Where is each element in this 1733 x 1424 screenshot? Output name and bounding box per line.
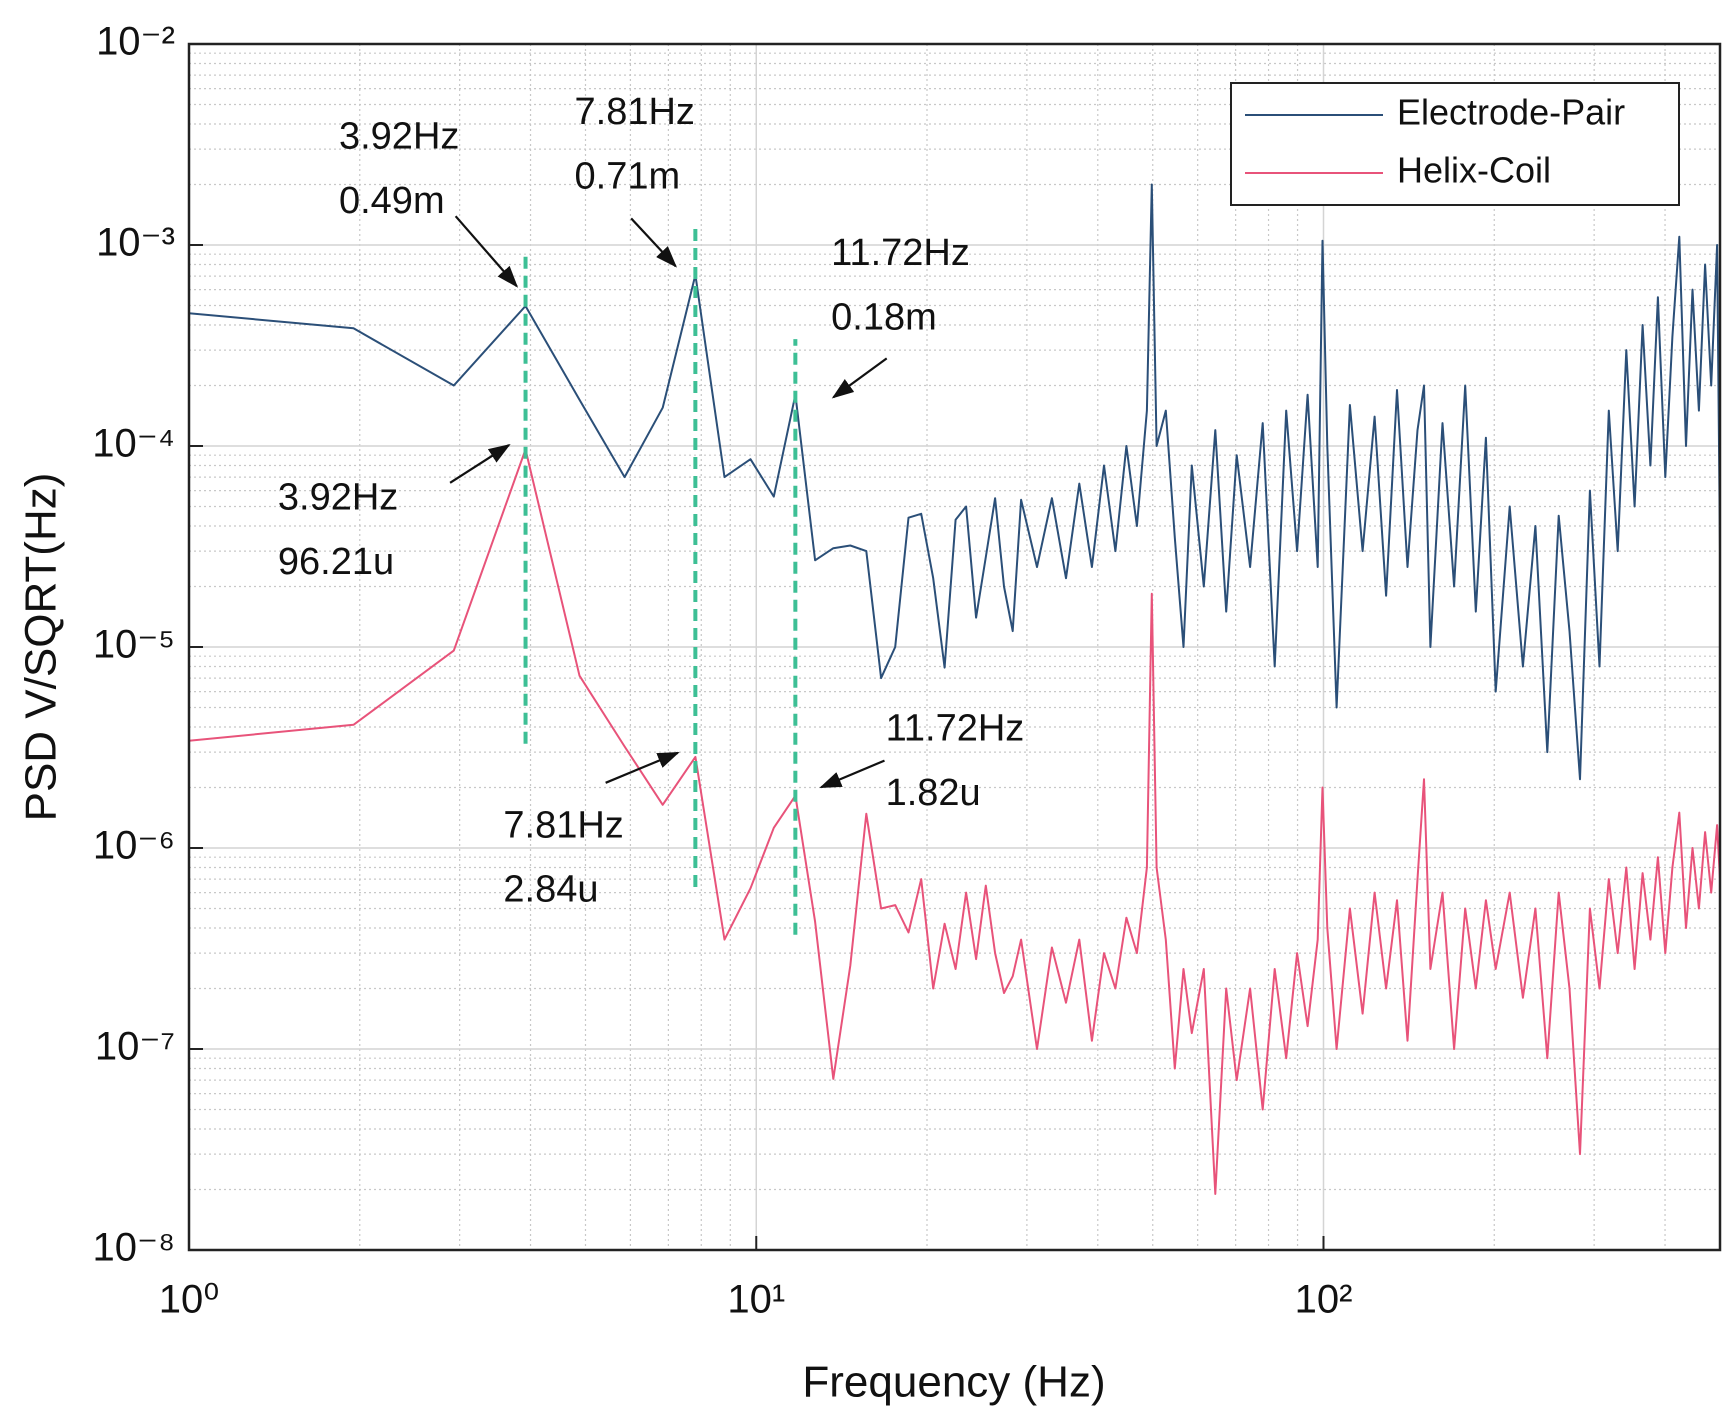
legend-label: Helix-Coil xyxy=(1397,150,1551,191)
plot-frame xyxy=(187,42,1722,1252)
annotation-arrow xyxy=(630,217,677,268)
annotation-text: 7.81Hz xyxy=(503,804,623,846)
annotation-text: 7.81Hz xyxy=(575,91,695,133)
y-tick-label: 10⁻⁸ xyxy=(93,1226,175,1270)
y-axis-label: PSD V/SQRT(Hz) xyxy=(17,473,66,822)
y-tick-label: 10⁻⁴ xyxy=(92,422,175,466)
annotation-arrow xyxy=(454,215,519,288)
y-tick-label: 10⁻⁶ xyxy=(93,824,175,868)
x-tick-label: 10² xyxy=(1295,1278,1353,1322)
x-axis-label: Frequency (Hz) xyxy=(802,1358,1105,1407)
annotation-text: 11.72Hz xyxy=(831,232,970,274)
legend-label: Electrode-Pair xyxy=(1397,92,1625,133)
annotation-text: 2.84u xyxy=(503,869,598,911)
y-tick-label: 10⁻² xyxy=(96,20,175,64)
annotation-text: 0.71m xyxy=(575,155,681,197)
annotation-text: 3.92Hz xyxy=(278,477,398,519)
x-tick-label: 10⁰ xyxy=(159,1278,220,1322)
annotation-arrow xyxy=(831,357,888,399)
annotation-text: 11.72Hz xyxy=(886,708,1025,750)
y-tick-label: 10⁻³ xyxy=(96,221,175,265)
y-tick-label: 10⁻⁷ xyxy=(95,1025,175,1069)
annotation-text: 96.21u xyxy=(278,541,394,583)
x-tick-label: 10¹ xyxy=(727,1278,785,1322)
annotation-text: 0.49m xyxy=(339,180,445,222)
annotation-text: 0.18m xyxy=(831,297,937,339)
plot-area xyxy=(189,183,1720,1195)
series-line xyxy=(189,183,1720,781)
annotation-text: 1.82u xyxy=(886,772,981,814)
annotation-arrow xyxy=(819,759,885,789)
legend-box xyxy=(1230,82,1680,206)
y-tick-label: 10⁻⁵ xyxy=(93,623,175,667)
annotation-arrow xyxy=(605,751,680,784)
series-line xyxy=(189,448,1720,1195)
annotation-text: 3.92Hz xyxy=(339,115,459,157)
annotation-arrow xyxy=(449,443,511,484)
